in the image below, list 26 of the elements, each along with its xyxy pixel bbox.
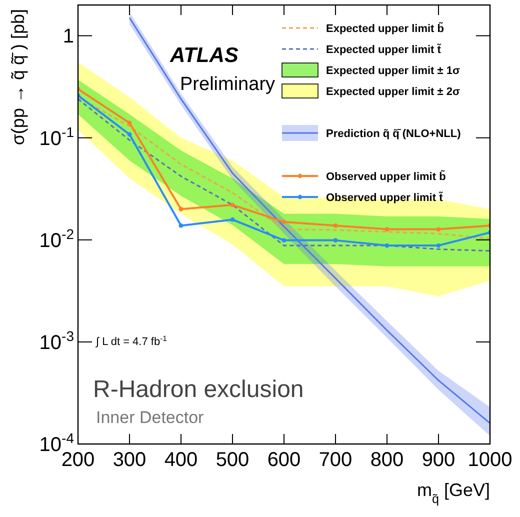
annotation: R-Hadron exclusion [93, 376, 304, 403]
legend-label: Observed upper limit b̃ [326, 170, 446, 183]
x-tick-label: 500 [216, 449, 250, 471]
y-tick-label: 10$^{-2}$ [39, 226, 74, 252]
y-tick-label: 10$^{-1}$ [39, 124, 74, 150]
x-tick-label: 400 [164, 449, 198, 471]
annotation: ATLAS [169, 44, 238, 67]
annotation: Preliminary [180, 74, 276, 95]
legend-label: Expected upper limit t̃ [326, 43, 442, 56]
y-tick-label: 1 [62, 26, 74, 48]
y-axis-title: σ(pp → q̃ q̃̄ ) [pb] [8, 9, 28, 146]
x-tick-label: 800 [370, 449, 404, 471]
legend-label: Observed upper limit t̃ [326, 191, 444, 204]
annotation: ∫ L dt = 4.7 fb$^{-1}$ [95, 334, 167, 348]
legend-label: Expected upper limit ± 2σ [326, 86, 460, 98]
x-tick-label: 600 [267, 449, 301, 471]
x-tick-label: 1000 [468, 449, 512, 471]
x-tick-label: 900 [422, 449, 456, 471]
x-tick-label: 700 [318, 449, 352, 471]
legend-label: Prediction q̃ q̃̄ (NLO+NLL) [326, 128, 462, 140]
legend-label: Expected upper limit ± 1σ [326, 65, 460, 77]
y-tick-label: 10$^{-3}$ [39, 328, 74, 354]
legend-label: Expected upper limit b̃ [326, 22, 444, 35]
x-axis-title: m$_{q̃}$ [GeV] [416, 480, 490, 506]
annotation: Inner Detector [96, 408, 204, 427]
x-tick-label: 300 [112, 449, 146, 471]
